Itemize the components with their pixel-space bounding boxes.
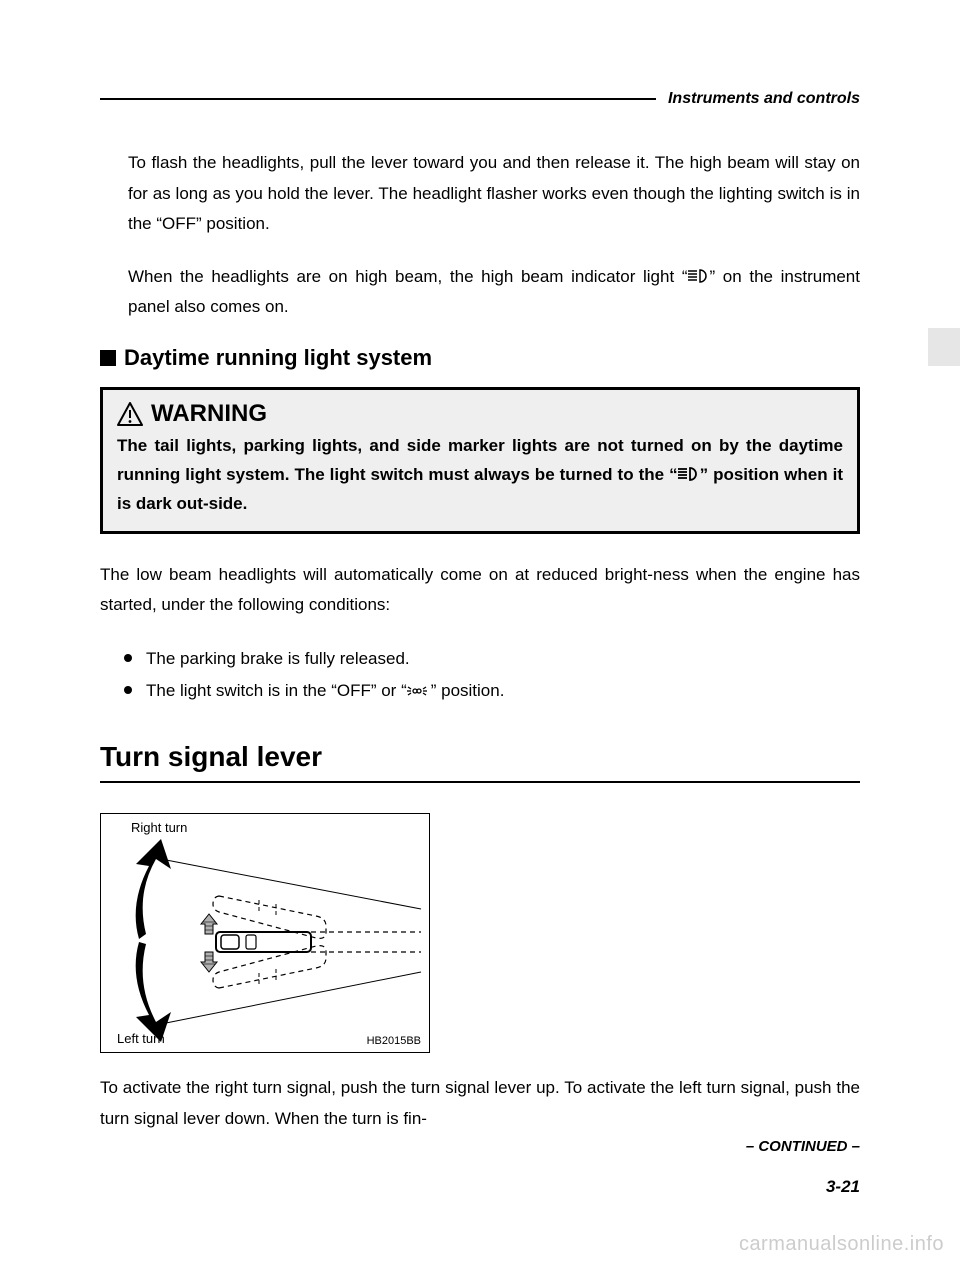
heading-marker-icon	[100, 350, 116, 366]
warning-label: WARNING	[151, 400, 267, 428]
paragraph-headlight-flash: To flash the headlights, pull the lever …	[100, 148, 860, 240]
warning-box: WARNING The tail lights, parking lights,…	[100, 387, 860, 534]
warning-triangle-icon	[117, 402, 143, 426]
warning-body: The tail lights, parking lights, and sid…	[117, 432, 843, 519]
paragraph-turn-signal: To activate the right turn signal, push …	[100, 1073, 860, 1134]
subsection-title-text: Daytime running light system	[124, 345, 432, 371]
bullet-1-text: The parking brake is fully released.	[146, 649, 410, 668]
list-item: The parking brake is fully released.	[124, 643, 860, 675]
paragraph-high-beam-indicator: When the headlights are on high beam, th…	[100, 262, 860, 323]
page-tab-mark	[928, 328, 960, 366]
warning-header: WARNING	[117, 400, 843, 428]
bullet-2-post: ” position.	[431, 681, 505, 700]
turn-signal-lever-diagram	[101, 814, 430, 1053]
page-number: 3-21	[100, 1177, 860, 1197]
conditions-list: The parking brake is fully released. The…	[100, 643, 860, 708]
parking-light-icon	[407, 684, 431, 698]
section-title: Instruments and controls	[668, 90, 860, 108]
list-item: The light switch is in the “OFF” or “ ” p…	[124, 675, 860, 707]
high-beam-icon	[688, 269, 710, 283]
header-rule	[100, 98, 656, 100]
main-heading: Turn signal lever	[100, 741, 860, 773]
running-header: Instruments and controls	[100, 90, 860, 108]
continued-label: – CONTINUED –	[100, 1138, 860, 1155]
main-heading-rule	[100, 781, 860, 783]
paragraph-low-beam: The low beam headlights will automatical…	[100, 560, 860, 621]
watermark: carmanualsonline.info	[739, 1233, 944, 1256]
headlight-icon	[678, 467, 700, 481]
para2-pre: When the headlights are on high beam, th…	[128, 267, 688, 286]
turn-signal-figure: Right turn Left turn HB2015BB	[100, 813, 430, 1053]
bullet-2-pre: The light switch is in the “OFF” or “	[146, 681, 407, 700]
subsection-heading: Daytime running light system	[100, 345, 860, 371]
